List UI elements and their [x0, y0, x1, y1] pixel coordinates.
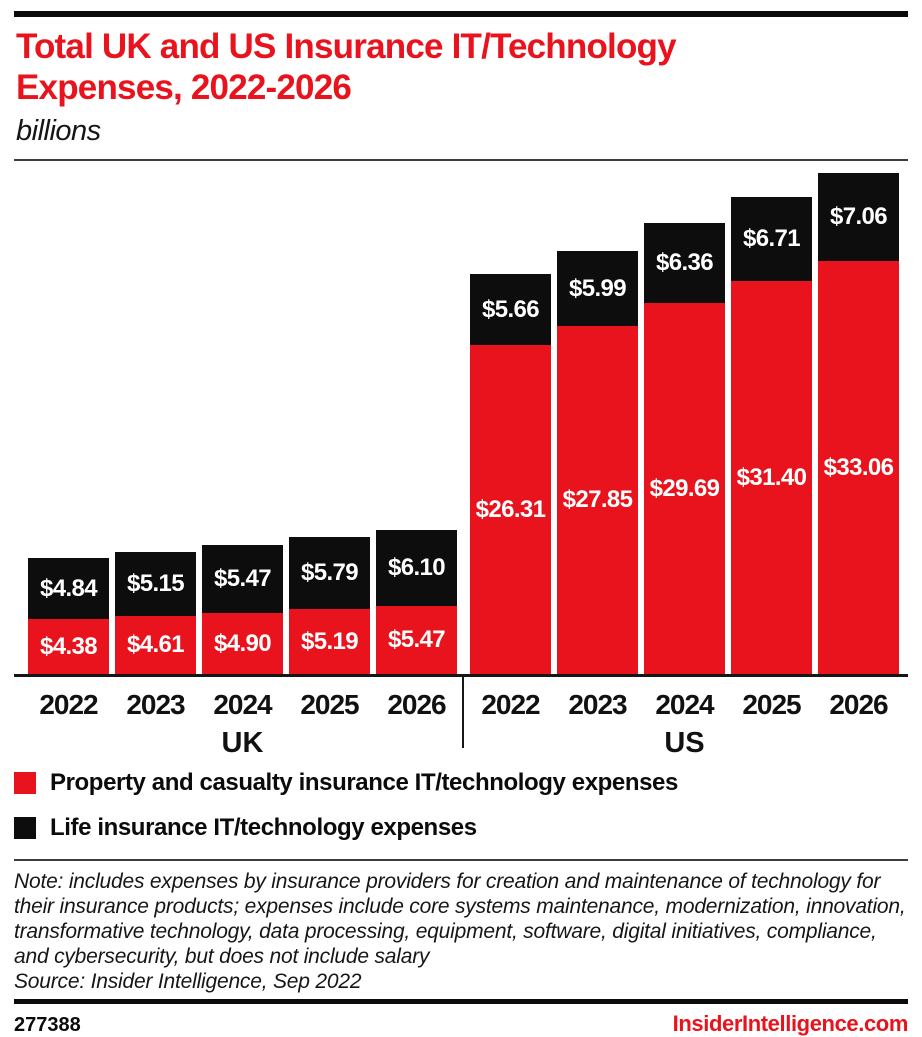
- legend-label: Life insurance IT/technology expenses: [50, 814, 477, 841]
- group-label-us: US: [664, 727, 705, 759]
- legend-item-life: Life insurance IT/technology expenses: [14, 814, 908, 842]
- x-axis-label-uk-2024: 2024: [213, 689, 272, 720]
- bar-uk-2025: $5.79 $5.19: [289, 537, 370, 674]
- bar-value-label: $4.90: [213, 629, 272, 657]
- bar-value-label: $5.47: [213, 565, 272, 592]
- bar-value-label: $26.31: [475, 495, 546, 523]
- x-axis-label-us-2026: 2026: [829, 689, 888, 720]
- note-block: Note: includes expenses by insurance pro…: [14, 869, 908, 994]
- legend-item-property-casualty: Property and casualty insurance IT/techn…: [14, 769, 908, 797]
- bar-value-label: $29.69: [649, 474, 720, 502]
- bar-value-label: $6.36: [655, 249, 714, 276]
- x-axis-label-uk-2022: 2022: [39, 689, 98, 720]
- bar-value-label: $7.06: [829, 203, 888, 230]
- segment-life: $6.36: [644, 223, 725, 303]
- x-axis-label-us-2024: 2024: [655, 689, 714, 720]
- bar-uk-2023: $5.15 $4.61: [115, 552, 196, 674]
- segment-life: $5.47: [202, 545, 283, 613]
- segment-property-casualty: $4.38: [28, 619, 109, 674]
- bar-us-2024: $6.36 $29.69: [644, 223, 725, 674]
- segment-life: $6.10: [376, 530, 457, 606]
- chart-title: Total UK and US Insurance IT/Technology …: [16, 27, 677, 107]
- segment-property-casualty: $31.40: [731, 281, 812, 674]
- bar-value-label: $33.06: [823, 453, 894, 481]
- bar-value-label: $5.15: [126, 570, 185, 597]
- chart-id: 277388: [14, 1014, 81, 1036]
- segment-property-casualty: $5.47: [376, 606, 457, 674]
- bar-us-2025: $6.71 $31.40: [731, 197, 812, 674]
- note-text: Note: includes expenses by insurance pro…: [14, 870, 906, 968]
- bar-value-label: $4.38: [39, 632, 98, 660]
- segment-property-casualty: $4.90: [202, 613, 283, 674]
- insider-intelligence-link[interactable]: InsiderIntelligence.com: [672, 1011, 909, 1036]
- bar-uk-2026: $6.10 $5.47: [376, 530, 457, 674]
- x-axis-label-us-2022: 2022: [481, 689, 540, 720]
- group-label-uk: UK: [221, 727, 264, 759]
- bar-us-2023: $5.99 $27.85: [557, 251, 638, 674]
- x-axis-label-uk-2025: 2025: [300, 689, 359, 720]
- bar-value-label: $31.40: [736, 463, 807, 491]
- x-axis-label-uk-2023: 2023: [126, 689, 185, 720]
- bar-uk-2022: $4.84 $4.38: [28, 558, 109, 674]
- bar-value-label: $5.99: [568, 274, 627, 302]
- note-divider-rule: [14, 859, 908, 861]
- segment-life: $5.79: [289, 537, 370, 609]
- bar-value-label: $6.10: [387, 554, 446, 581]
- bar-us-2022: $5.66 $26.31: [470, 274, 551, 674]
- header-divider-rule: [14, 159, 908, 161]
- bar-value-label: $27.85: [562, 486, 633, 513]
- bar-value-label: $6.71: [742, 225, 801, 252]
- segment-life: $5.15: [115, 552, 196, 616]
- chart-page: Total UK and US Insurance IT/Technology …: [0, 11, 922, 1037]
- x-axis-label-uk-2026: 2026: [387, 689, 446, 720]
- chart-unit-subtitle: billions: [16, 115, 101, 147]
- bar-value-label: $4.61: [126, 631, 185, 658]
- segment-property-casualty: $29.69: [644, 303, 725, 674]
- bar-value-label: $5.19: [300, 627, 359, 655]
- bar-us-2026: $7.06 $33.06: [818, 173, 899, 674]
- segment-life: $7.06: [818, 173, 899, 261]
- legend-swatch-black-icon: [14, 817, 36, 839]
- segment-property-casualty: $33.06: [818, 261, 899, 674]
- bar-value-label: $5.66: [481, 295, 540, 323]
- bar-uk-2024: $5.47 $4.90: [202, 545, 283, 674]
- uk-us-divider-line: [462, 674, 464, 748]
- x-axis-labels-area: 2022 2023 2024 2025 2026 UK 2022 2023 2024 2025 20…: [14, 674, 908, 763]
- segment-life: $5.66: [470, 274, 551, 345]
- top-rule: [14, 11, 908, 17]
- source-text: Source: Insider Intelligence, Sep 2022: [14, 970, 362, 993]
- bar-value-label: $5.79: [300, 559, 359, 586]
- segment-property-casualty: $26.31: [470, 345, 551, 674]
- footer: 277388 InsiderIntelligence.com: [14, 1011, 908, 1037]
- legend-label: Property and casualty insurance IT/techn…: [50, 769, 678, 796]
- segment-life: $5.99: [557, 251, 638, 326]
- segment-property-casualty: $5.19: [289, 609, 370, 674]
- bar-value-label: $5.47: [387, 626, 446, 653]
- footer-rule: [14, 999, 908, 1004]
- segment-life: $6.71: [731, 197, 812, 281]
- segment-property-casualty: $27.85: [557, 326, 638, 674]
- legend: Property and casualty insurance IT/techn…: [14, 769, 908, 842]
- bar-chart-plot-area: $4.84 $4.38 $5.15 $4.61 $5.47 $4.90 $5.79 $5.19…: [14, 161, 908, 677]
- segment-life: $4.84: [28, 558, 109, 619]
- legend-swatch-red-icon: [14, 772, 36, 794]
- x-axis-label-us-2023: 2023: [568, 689, 627, 720]
- segment-property-casualty: $4.61: [115, 616, 196, 674]
- x-axis-line: [14, 674, 908, 677]
- bar-value-label: $4.84: [39, 574, 98, 602]
- x-axis-label-us-2025: 2025: [742, 689, 801, 720]
